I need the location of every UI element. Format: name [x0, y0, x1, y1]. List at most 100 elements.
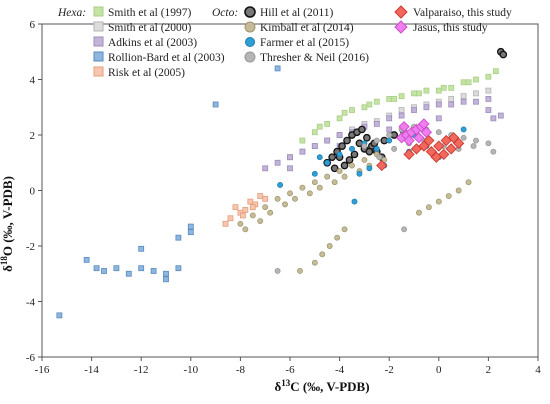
point-rollion-bard-et-al-2003 — [175, 265, 182, 272]
point-smith-et-al-1997 — [416, 90, 422, 97]
legend-marker-smith-2000 — [93, 21, 104, 32]
point-rollion-bard-et-al-2003 — [138, 245, 145, 252]
point-adkins-et-al-2003 — [411, 107, 417, 113]
point-adkins-et-al-2003 — [287, 165, 293, 172]
axis-ticks: -16 -14 -12 -10 -8 -6 -4 -2 0 2 4 -6 -4 -2 0 2 4 6 — [26, 19, 541, 376]
point-hill-et-al-2011 — [499, 50, 508, 59]
point-smith-et-al-1997 — [398, 93, 405, 100]
x-tick-label: -6 — [285, 364, 295, 376]
point-adkins-et-al-2003 — [299, 148, 306, 155]
legend-label-thresher-neil-2016: Thresher & Neil (2016) — [260, 52, 369, 64]
point-risk-et-al-2005 — [242, 207, 249, 213]
point-smith-et-al-1997 — [411, 90, 417, 97]
legend-marker-valparaiso — [394, 5, 408, 19]
point-smith-et-al-1997 — [435, 87, 442, 94]
point-kimball-et-al-2014 — [311, 179, 318, 186]
point-farmer-et-al-2015 — [366, 165, 373, 172]
point-farmer-et-al-2015 — [386, 137, 393, 144]
point-kimball-et-al-2014 — [465, 179, 472, 186]
point-adkins-et-al-2003 — [287, 154, 293, 161]
point-smith-et-al-1997 — [336, 115, 343, 122]
point-jasus-this-study — [418, 118, 430, 130]
point-kimball-et-al-2014 — [361, 157, 368, 163]
y-tick-label: 0 — [30, 186, 36, 198]
point-kimball-et-al-2014 — [257, 218, 264, 224]
point-kimball-et-al-2014 — [341, 226, 348, 233]
point-jasus-this-study — [420, 126, 433, 138]
point-smith-et-al-2000 — [398, 107, 405, 113]
point-kimball-et-al-2014 — [416, 209, 422, 216]
legend-label-valparaiso: Valparaiso, this study — [413, 7, 512, 19]
point-risk-et-al-2005 — [257, 193, 264, 199]
y-tick-label: 4 — [30, 75, 36, 87]
point-hill-et-al-2011 — [338, 142, 346, 150]
point-kimball-et-al-2014 — [311, 259, 318, 266]
legend-marker-adkins-2003 — [93, 36, 104, 47]
legend-label-adkins-2003: Adkins et al (2003) — [108, 37, 197, 49]
point-risk-et-al-2005 — [262, 195, 269, 202]
x-tick-label: -12 — [134, 364, 149, 376]
point-rollion-bard-et-al-2003 — [113, 265, 120, 272]
series-kimball-et-al-2014 — [237, 151, 472, 274]
x-tick-label: 4 — [535, 364, 541, 376]
point-thresher-neil-2016 — [376, 154, 383, 161]
point-hill-et-al-2011 — [350, 150, 359, 159]
point-hill-et-al-2011 — [330, 164, 339, 173]
point-rollion-bard-et-al-2003 — [212, 101, 219, 108]
point-rollion-bard-et-al-2003 — [150, 268, 157, 274]
point-risk-et-al-2005 — [249, 204, 256, 211]
point-kimball-et-al-2014 — [249, 212, 256, 219]
point-risk-et-al-2005 — [247, 198, 254, 205]
point-valparaiso-this-study — [438, 148, 450, 161]
legend-marker-hill-2011 — [244, 6, 256, 18]
point-hill-et-al-2011 — [358, 125, 366, 134]
point-smith-et-al-1997 — [473, 76, 479, 83]
point-kimball-et-al-2014 — [237, 220, 244, 227]
point-smith-et-al-1997 — [316, 123, 323, 130]
point-thresher-neil-2016 — [274, 268, 281, 274]
point-rollion-bard-et-al-2003 — [163, 276, 169, 283]
y-tick-label: -6 — [26, 352, 36, 364]
point-rollion-bard-et-al-2003 — [187, 229, 194, 236]
y-tick-label: -4 — [26, 297, 36, 309]
legend-label-rollion-bard-2003: Rollion-Bard et al (2003) — [108, 52, 225, 64]
point-thresher-neil-2016 — [361, 143, 368, 150]
legend-marker-risk-2005 — [93, 66, 104, 77]
legend-marker-kimball-2014 — [244, 21, 256, 33]
point-kimball-et-al-2014 — [306, 190, 313, 197]
point-kimball-et-al-2014 — [267, 209, 274, 216]
legend-group-octo: Octo: — [212, 7, 238, 19]
point-risk-et-al-2005 — [232, 204, 239, 211]
point-adkins-et-al-2003 — [435, 115, 442, 122]
point-rollion-bard-et-al-2003 — [175, 234, 182, 241]
point-hill-et-al-2011 — [340, 161, 349, 170]
point-risk-et-al-2005 — [222, 220, 229, 227]
point-adkins-et-al-2003 — [490, 115, 497, 122]
point-adkins-et-al-2003 — [485, 96, 492, 102]
legend-marker-jasus — [394, 20, 408, 34]
legend-marker-smith-1997 — [93, 6, 104, 17]
point-kimball-et-al-2014 — [349, 162, 355, 169]
point-adkins-et-al-2003 — [262, 165, 269, 172]
series-jasus-this-study — [395, 118, 433, 147]
point-kimball-et-al-2014 — [326, 243, 333, 249]
point-kimball-et-al-2014 — [435, 198, 442, 205]
point-kimball-et-al-2014 — [319, 251, 326, 258]
point-valparaiso-this-study — [376, 159, 388, 172]
point-smith-et-al-1997 — [366, 101, 373, 108]
point-smith-et-al-1997 — [440, 84, 447, 91]
point-thresher-neil-2016 — [435, 129, 442, 136]
point-valparaiso-this-study — [423, 134, 435, 147]
point-farmer-et-al-2015 — [277, 181, 284, 188]
point-adkins-et-al-2003 — [398, 112, 405, 119]
point-farmer-et-al-2015 — [311, 170, 318, 177]
point-adkins-et-al-2003 — [435, 101, 442, 108]
point-smith-et-al-1997 — [373, 98, 380, 105]
legend-label-jasus: Jasus, this study — [413, 22, 488, 34]
point-rollion-bard-et-al-2003 — [163, 270, 169, 277]
point-valparaiso-this-study — [453, 137, 465, 149]
point-smith-et-al-1997 — [299, 137, 306, 144]
point-farmer-et-al-2015 — [336, 151, 343, 158]
point-kimball-et-al-2014 — [242, 226, 249, 233]
